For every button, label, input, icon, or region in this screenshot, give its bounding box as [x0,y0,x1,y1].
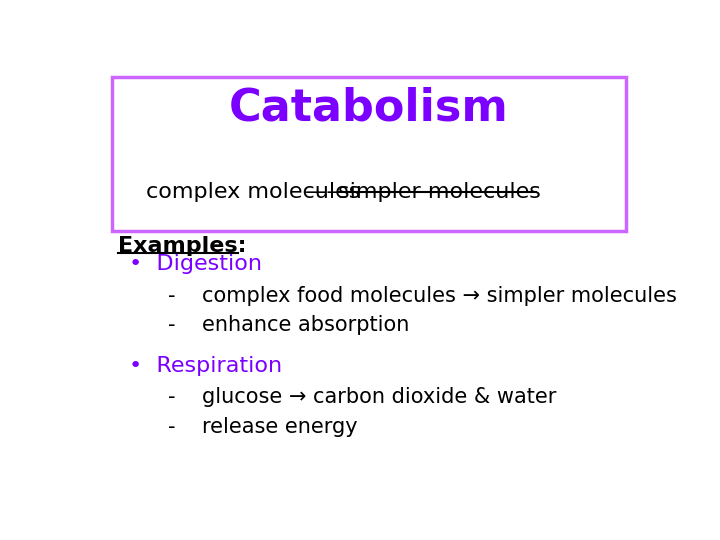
Text: •  Respiration: • Respiration [129,356,282,376]
Text: simpler molecules: simpler molecules [338,181,541,201]
Text: •  Digestion: • Digestion [129,254,262,274]
Text: -    enhance absorption: - enhance absorption [168,315,410,335]
Text: ——: —— [305,181,350,201]
Text: Catabolism: Catabolism [229,87,509,130]
Text: -    release energy: - release energy [168,416,358,436]
Text: complex molecules: complex molecules [145,181,360,201]
Text: -    glucose → carbon dioxide & water: - glucose → carbon dioxide & water [168,387,557,408]
FancyBboxPatch shape [112,77,626,231]
Text: Examples:: Examples: [118,235,246,255]
Text: -    complex food molecules → simpler molecules: - complex food molecules → simpler molec… [168,286,677,306]
